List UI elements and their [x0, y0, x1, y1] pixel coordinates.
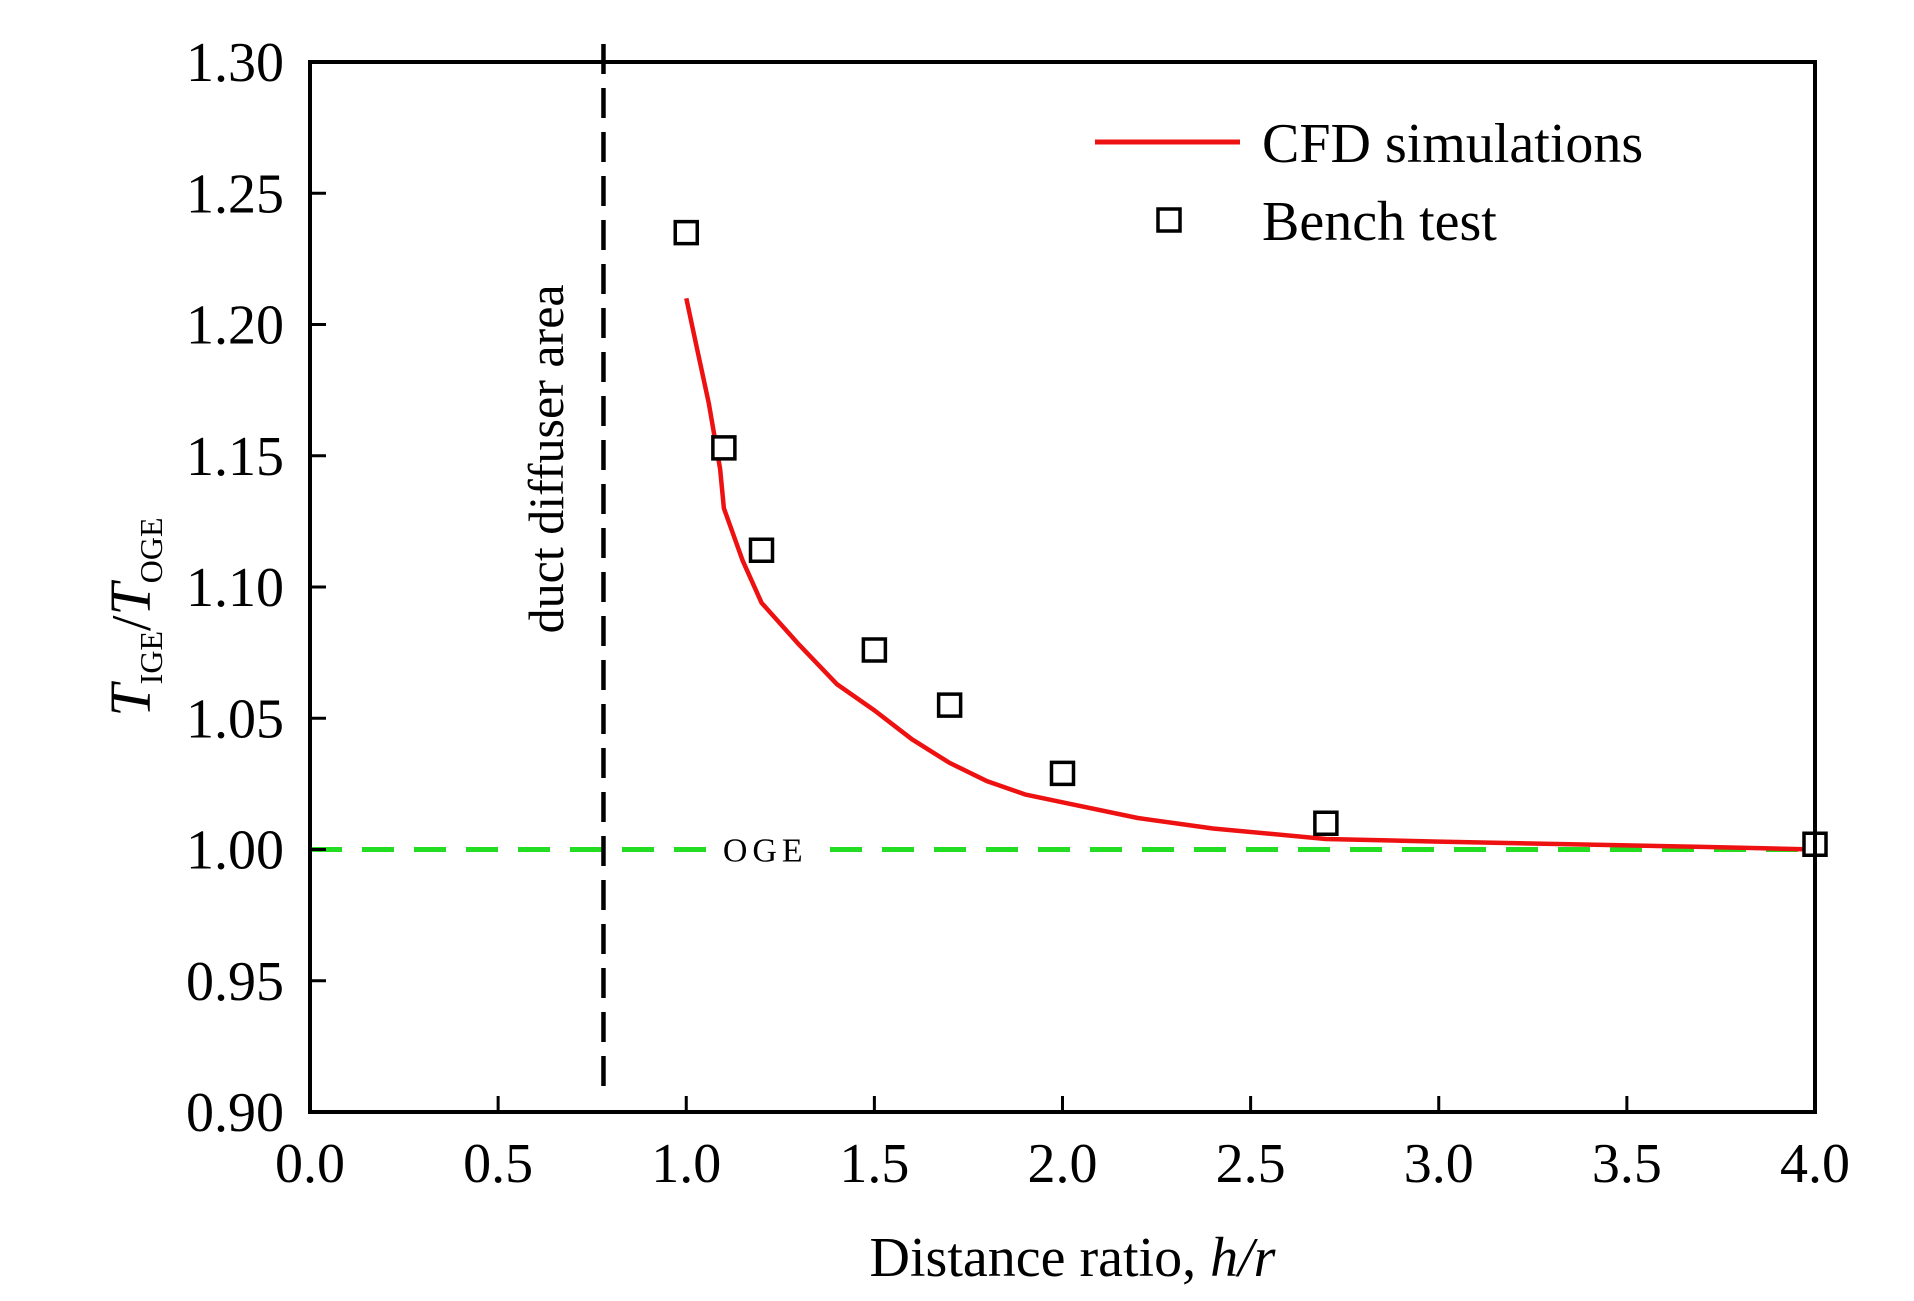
- x-tick-label: 0.5: [463, 1133, 533, 1195]
- x-axis-title-variable: h/r: [1210, 1227, 1276, 1289]
- bench-test-point: [673, 219, 699, 246]
- y-tick-label: 1.30: [186, 32, 284, 94]
- legend-label-cfd: CFD simulations: [1262, 113, 1643, 175]
- y-title-slash: /: [101, 615, 163, 631]
- y-title-numerator-subscript: IGE: [133, 631, 169, 684]
- x-axis-title-prefix: Distance ratio,: [870, 1227, 1211, 1289]
- x-tick-label: 2.5: [1216, 1133, 1286, 1195]
- y-tick-label: 1.10: [186, 557, 284, 619]
- bench-test-point: [1313, 810, 1339, 836]
- x-tick-label: 0.0: [275, 1133, 345, 1195]
- series-layer: [673, 219, 1828, 857]
- reference-lines: [310, 44, 1815, 1100]
- x-tick-label: 3.0: [1404, 1133, 1474, 1195]
- y-title-numerator: T: [98, 681, 163, 717]
- cfd-simulation-line: [684, 297, 1816, 852]
- y-tick-label: 0.90: [186, 1082, 284, 1144]
- bench-test-point: [861, 637, 888, 663]
- y-title-denominator-subscript: OGE: [133, 517, 169, 583]
- bench-test-point: [1049, 760, 1076, 787]
- y-tick-label: 1.20: [186, 295, 284, 357]
- x-tick-label: 4.0: [1780, 1133, 1850, 1195]
- x-tick-label: 2.0: [1028, 1133, 1098, 1195]
- y-title-denominator: T: [98, 579, 163, 615]
- bench-test-point: [936, 692, 963, 718]
- oge-annotation: OGE: [723, 833, 808, 870]
- duct-diffuser-area-annotation: duct diffuser area: [518, 284, 574, 633]
- y-tick-label: 0.95: [186, 951, 284, 1013]
- legend-bench-square-swatch: [1156, 207, 1182, 233]
- oge-label-background: [710, 833, 821, 866]
- x-tick-label: 1.0: [651, 1133, 721, 1195]
- bench-test-point: [711, 435, 737, 461]
- x-tick-label: 3.5: [1592, 1133, 1662, 1195]
- y-axis-title: TIGE/TOGE: [98, 517, 169, 716]
- y-tick-label: 1.15: [186, 426, 284, 488]
- x-tick-label: 1.5: [839, 1133, 909, 1195]
- x-axis-title: Distance ratio, h/r: [870, 1227, 1276, 1289]
- bench-test-point: [748, 537, 775, 563]
- y-tick-label: 1.00: [186, 820, 284, 882]
- legend: CFD simulations Bench test: [1095, 113, 1643, 253]
- x-axis-ticks: 0.0 0.5 1.0 1.5 2.0 2.5 3.0 3.5 4.0: [275, 1096, 1850, 1195]
- legend-label-bench: Bench test: [1262, 191, 1497, 253]
- y-axis-ticks: 0.90 0.95 1.00 1.05 1.10 1.15 1.20 1.25 1.30: [186, 32, 326, 1144]
- y-tick-label: 1.05: [186, 688, 284, 750]
- y-tick-label: 1.25: [186, 163, 284, 225]
